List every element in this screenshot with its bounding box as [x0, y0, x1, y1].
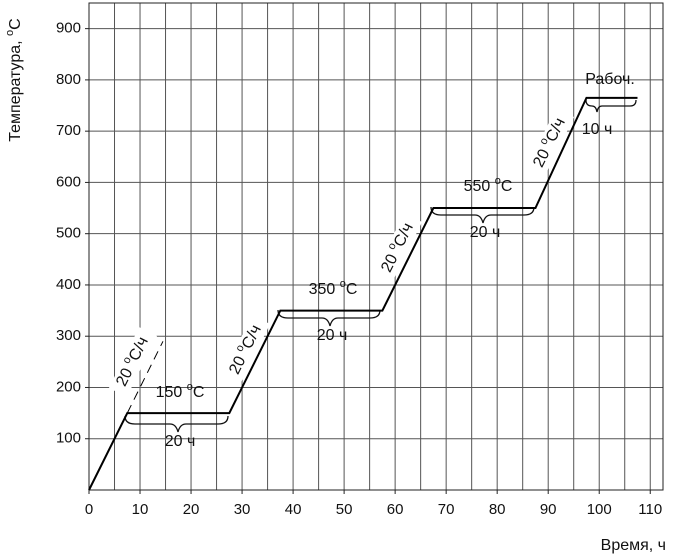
y-axis-label: Температура, oC	[4, 18, 24, 141]
superscript: o	[340, 278, 346, 290]
text-part: 550	[464, 178, 495, 195]
x-tick-label: 30	[234, 501, 251, 518]
superscript: o	[495, 175, 501, 187]
y-tick-label: 800	[56, 71, 81, 88]
y-tick-label: 300	[56, 327, 81, 344]
y-tick-label: 200	[56, 378, 81, 395]
text-part: C	[193, 384, 205, 401]
superscript: o	[120, 355, 133, 366]
superscript: o	[537, 136, 550, 147]
annotation: 10 ч	[582, 121, 613, 138]
annotation: 350 oC	[309, 278, 358, 298]
text-part: C	[501, 178, 513, 195]
annotation: 20 oC/ч	[110, 333, 152, 389]
x-tick-label: 40	[285, 501, 302, 518]
y-tick-label: 700	[56, 122, 81, 139]
text-part: C	[346, 281, 358, 298]
label-bg	[373, 213, 423, 283]
x-tick-label: 0	[85, 501, 93, 518]
text-part: 20 ч	[470, 224, 501, 241]
label-bg	[108, 327, 158, 397]
text-part: 350	[309, 281, 340, 298]
brace	[277, 309, 381, 327]
brace	[124, 415, 229, 433]
text-part: C	[7, 18, 24, 30]
label-bg	[221, 315, 271, 385]
annotation: Рабоч.	[585, 71, 635, 88]
text-part: 150	[156, 384, 187, 401]
x-tick-label: 50	[336, 501, 353, 518]
x-tick-label: 10	[132, 501, 149, 518]
annotation: 550 oC	[464, 175, 513, 195]
y-tick-label: 500	[56, 225, 81, 242]
plot-frame	[88, 2, 664, 491]
x-tick-label: 100	[587, 501, 612, 518]
braces	[124, 99, 637, 433]
text-part: 20 ч	[317, 327, 348, 344]
superscript: o	[187, 381, 193, 393]
x-tick-label: 70	[438, 501, 455, 518]
y-tick-label: 900	[56, 20, 81, 37]
text-part: 20 ч	[165, 433, 196, 450]
superscript: o	[385, 241, 398, 252]
annotation: 20 ч	[470, 224, 501, 241]
y-tick-label: 400	[56, 276, 81, 293]
brace	[430, 206, 535, 224]
brace	[585, 99, 637, 113]
grid	[89, 3, 663, 490]
y-tick-label: 600	[56, 173, 81, 190]
text-part: Рабоч.	[585, 71, 635, 88]
annotation: 20 ч	[165, 433, 196, 450]
line	[126, 341, 164, 414]
x-tick-label: 110	[638, 501, 662, 518]
annotation: 150 oC	[156, 381, 205, 401]
line	[88, 96, 638, 491]
annotation: 20 ч	[317, 327, 348, 344]
x-axis-label: Время, ч	[601, 537, 666, 554]
annotation: 20 oC/ч	[223, 321, 265, 377]
x-tick-label: 60	[387, 501, 404, 518]
x-tick-label: 20	[183, 501, 200, 518]
label-bg	[525, 108, 575, 178]
text-part: Температура,	[7, 36, 24, 142]
x-tick-label: 90	[540, 501, 557, 518]
annotation: 20 oC/ч	[375, 219, 417, 275]
superscript: o	[4, 30, 16, 36]
text-part: 10 ч	[582, 121, 613, 138]
superscript: o	[233, 343, 246, 354]
y-tick-label: 100	[56, 430, 81, 447]
x-tick-label: 80	[489, 501, 506, 518]
